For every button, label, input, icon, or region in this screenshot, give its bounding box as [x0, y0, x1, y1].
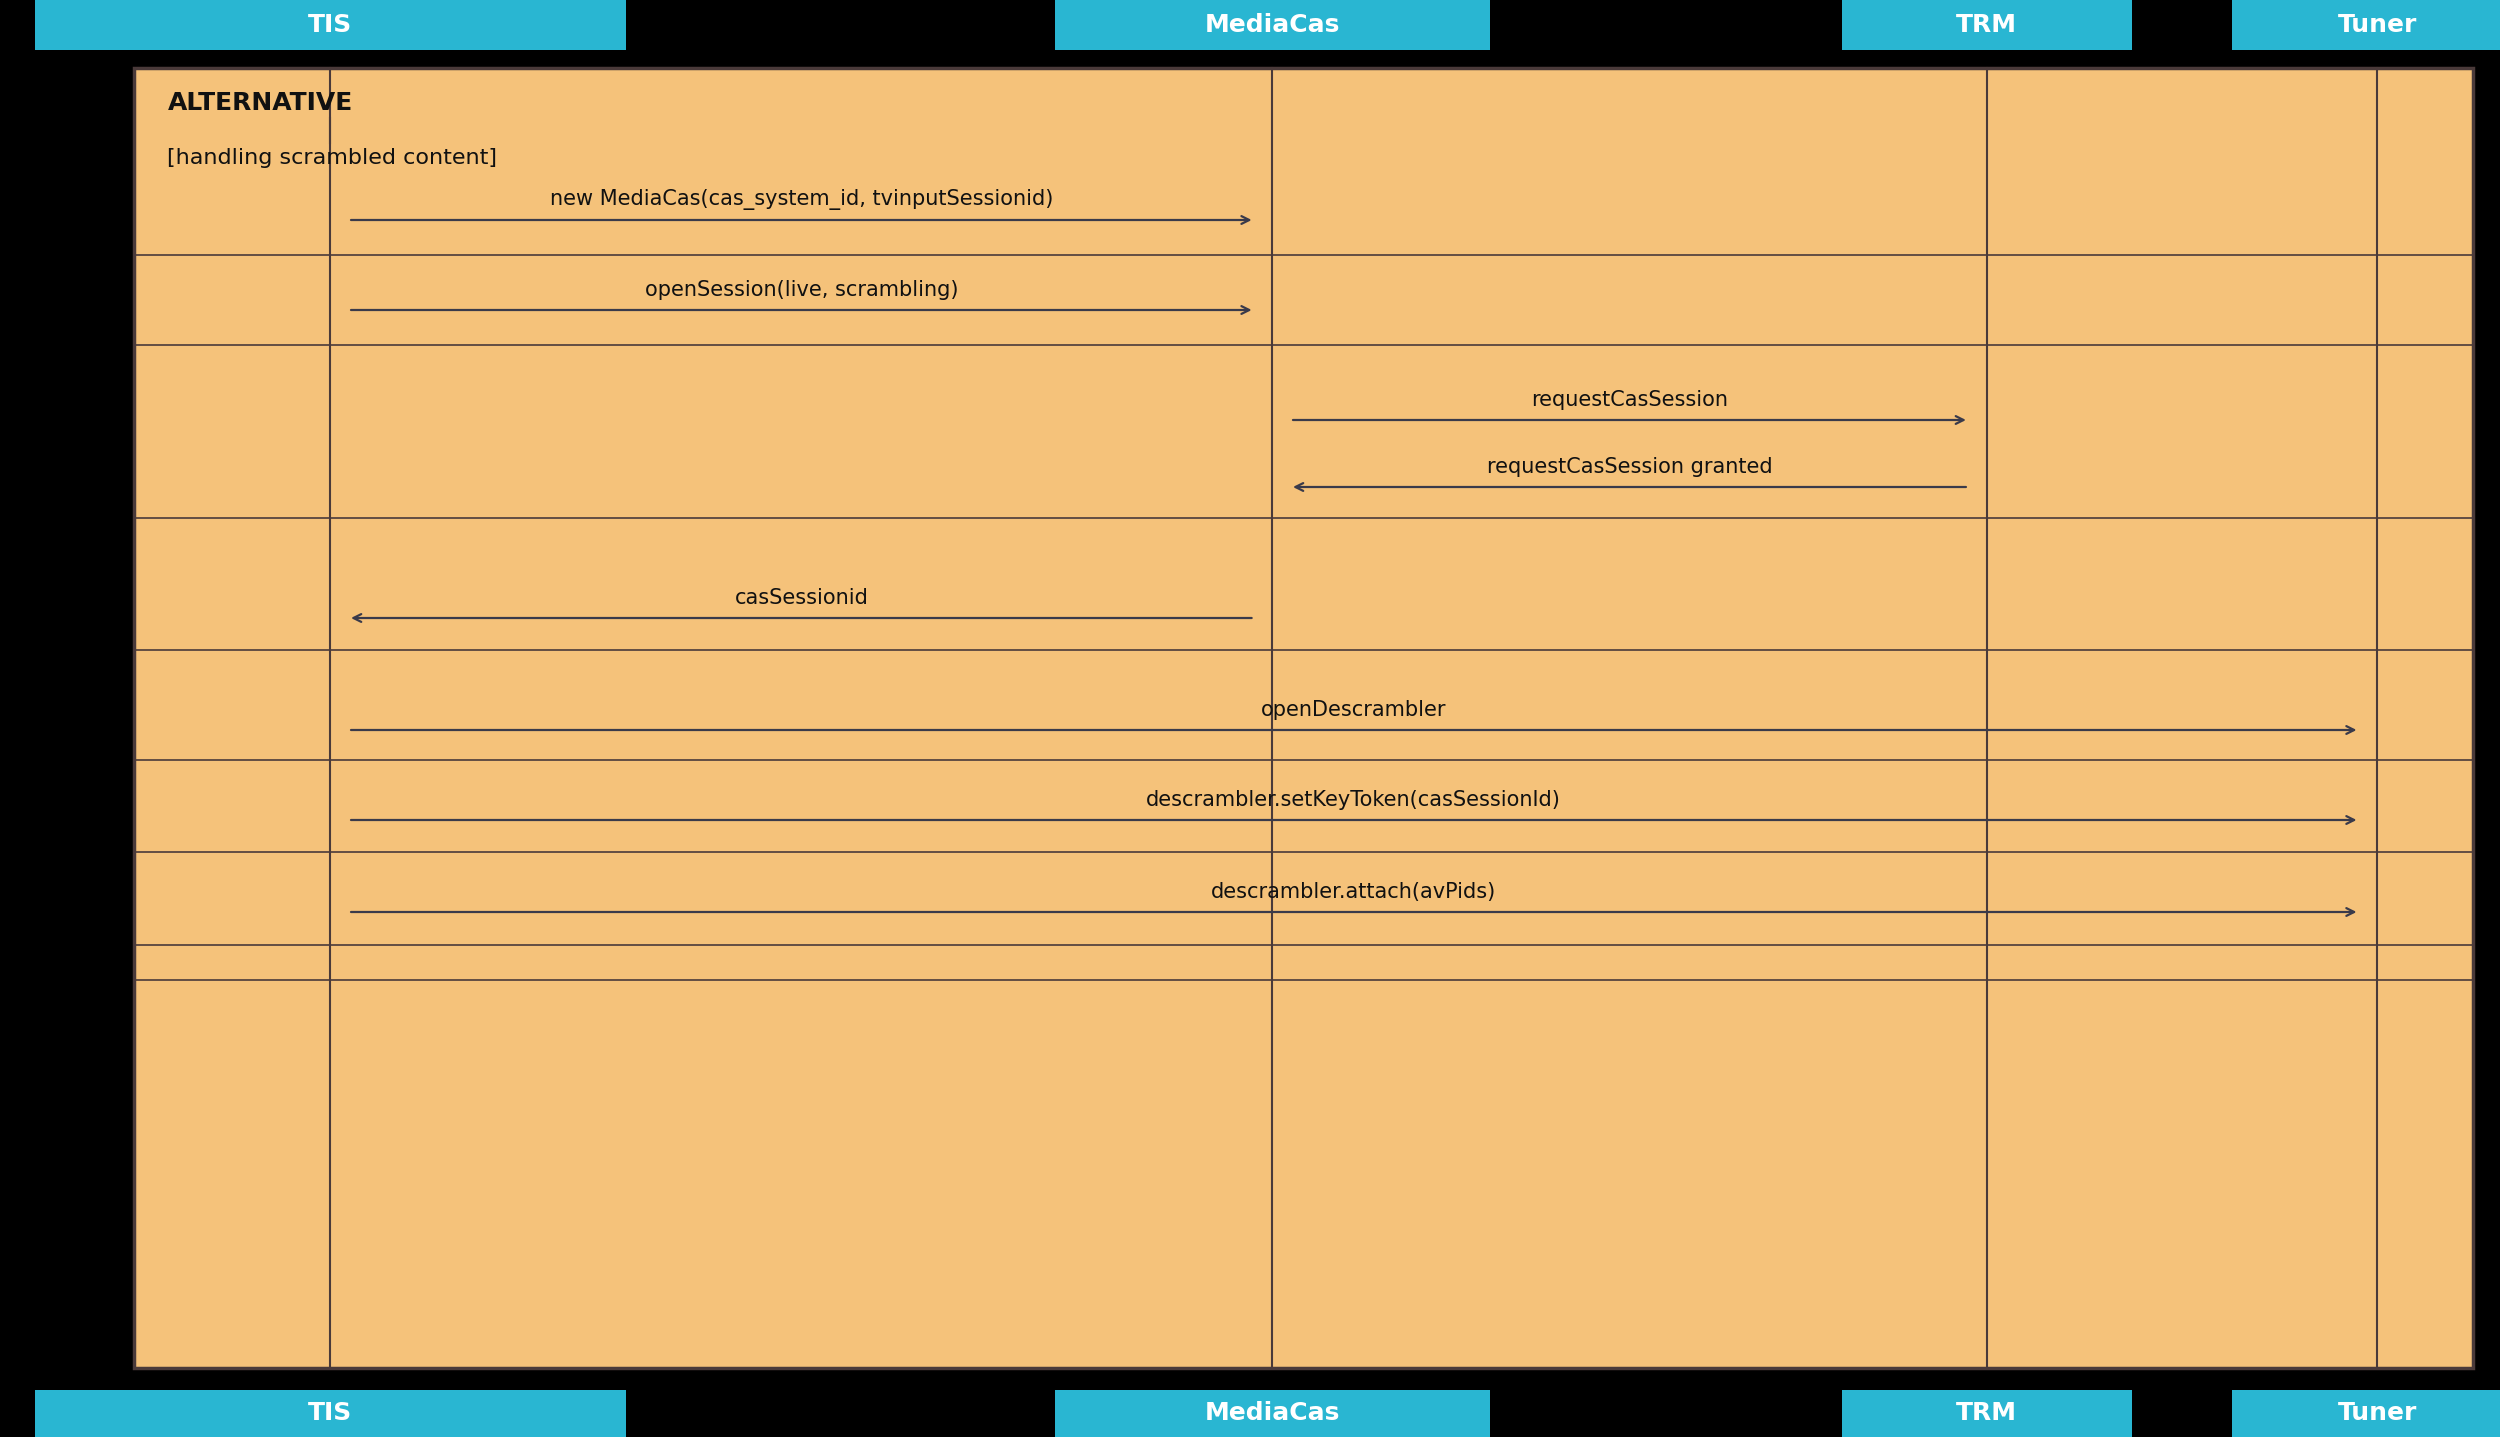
Text: new MediaCas(cas_system_id, tvinputSessionid): new MediaCas(cas_system_id, tvinputSessi…	[550, 190, 1052, 210]
Text: openSession(live, scrambling): openSession(live, scrambling)	[645, 280, 958, 300]
Bar	[35, 1390, 625, 1437]
Bar	[2232, 0, 2500, 50]
Text: casSessionid: casSessionid	[735, 588, 868, 608]
Text: descrambler.attach(avPids): descrambler.attach(avPids)	[1210, 882, 1498, 902]
Text: descrambler.setKeyToken(casSessionId): descrambler.setKeyToken(casSessionId)	[1148, 790, 1560, 810]
Text: MediaCas: MediaCas	[1205, 13, 1340, 37]
Bar	[1842, 0, 2132, 50]
Text: TRM: TRM	[1955, 13, 2018, 37]
Text: requestCasSession granted: requestCasSession granted	[1488, 457, 1772, 477]
Text: TIS: TIS	[308, 13, 352, 37]
Text: Tuner: Tuner	[2338, 13, 2418, 37]
Text: Tuner: Tuner	[2338, 1401, 2418, 1426]
Text: MediaCas: MediaCas	[1205, 1401, 1340, 1426]
Text: [handling scrambled content]: [handling scrambled content]	[168, 148, 498, 168]
Text: ALTERNATIVE: ALTERNATIVE	[168, 91, 352, 115]
Text: openDescrambler: openDescrambler	[1260, 700, 1448, 720]
Bar	[2232, 1390, 2500, 1437]
Text: TIS: TIS	[308, 1401, 352, 1426]
Bar	[1055, 1390, 1490, 1437]
Text: requestCasSession: requestCasSession	[1530, 389, 1728, 410]
Bar	[1842, 1390, 2132, 1437]
Bar	[1055, 0, 1490, 50]
Bar	[35, 0, 625, 50]
Text: TRM: TRM	[1955, 1401, 2018, 1426]
